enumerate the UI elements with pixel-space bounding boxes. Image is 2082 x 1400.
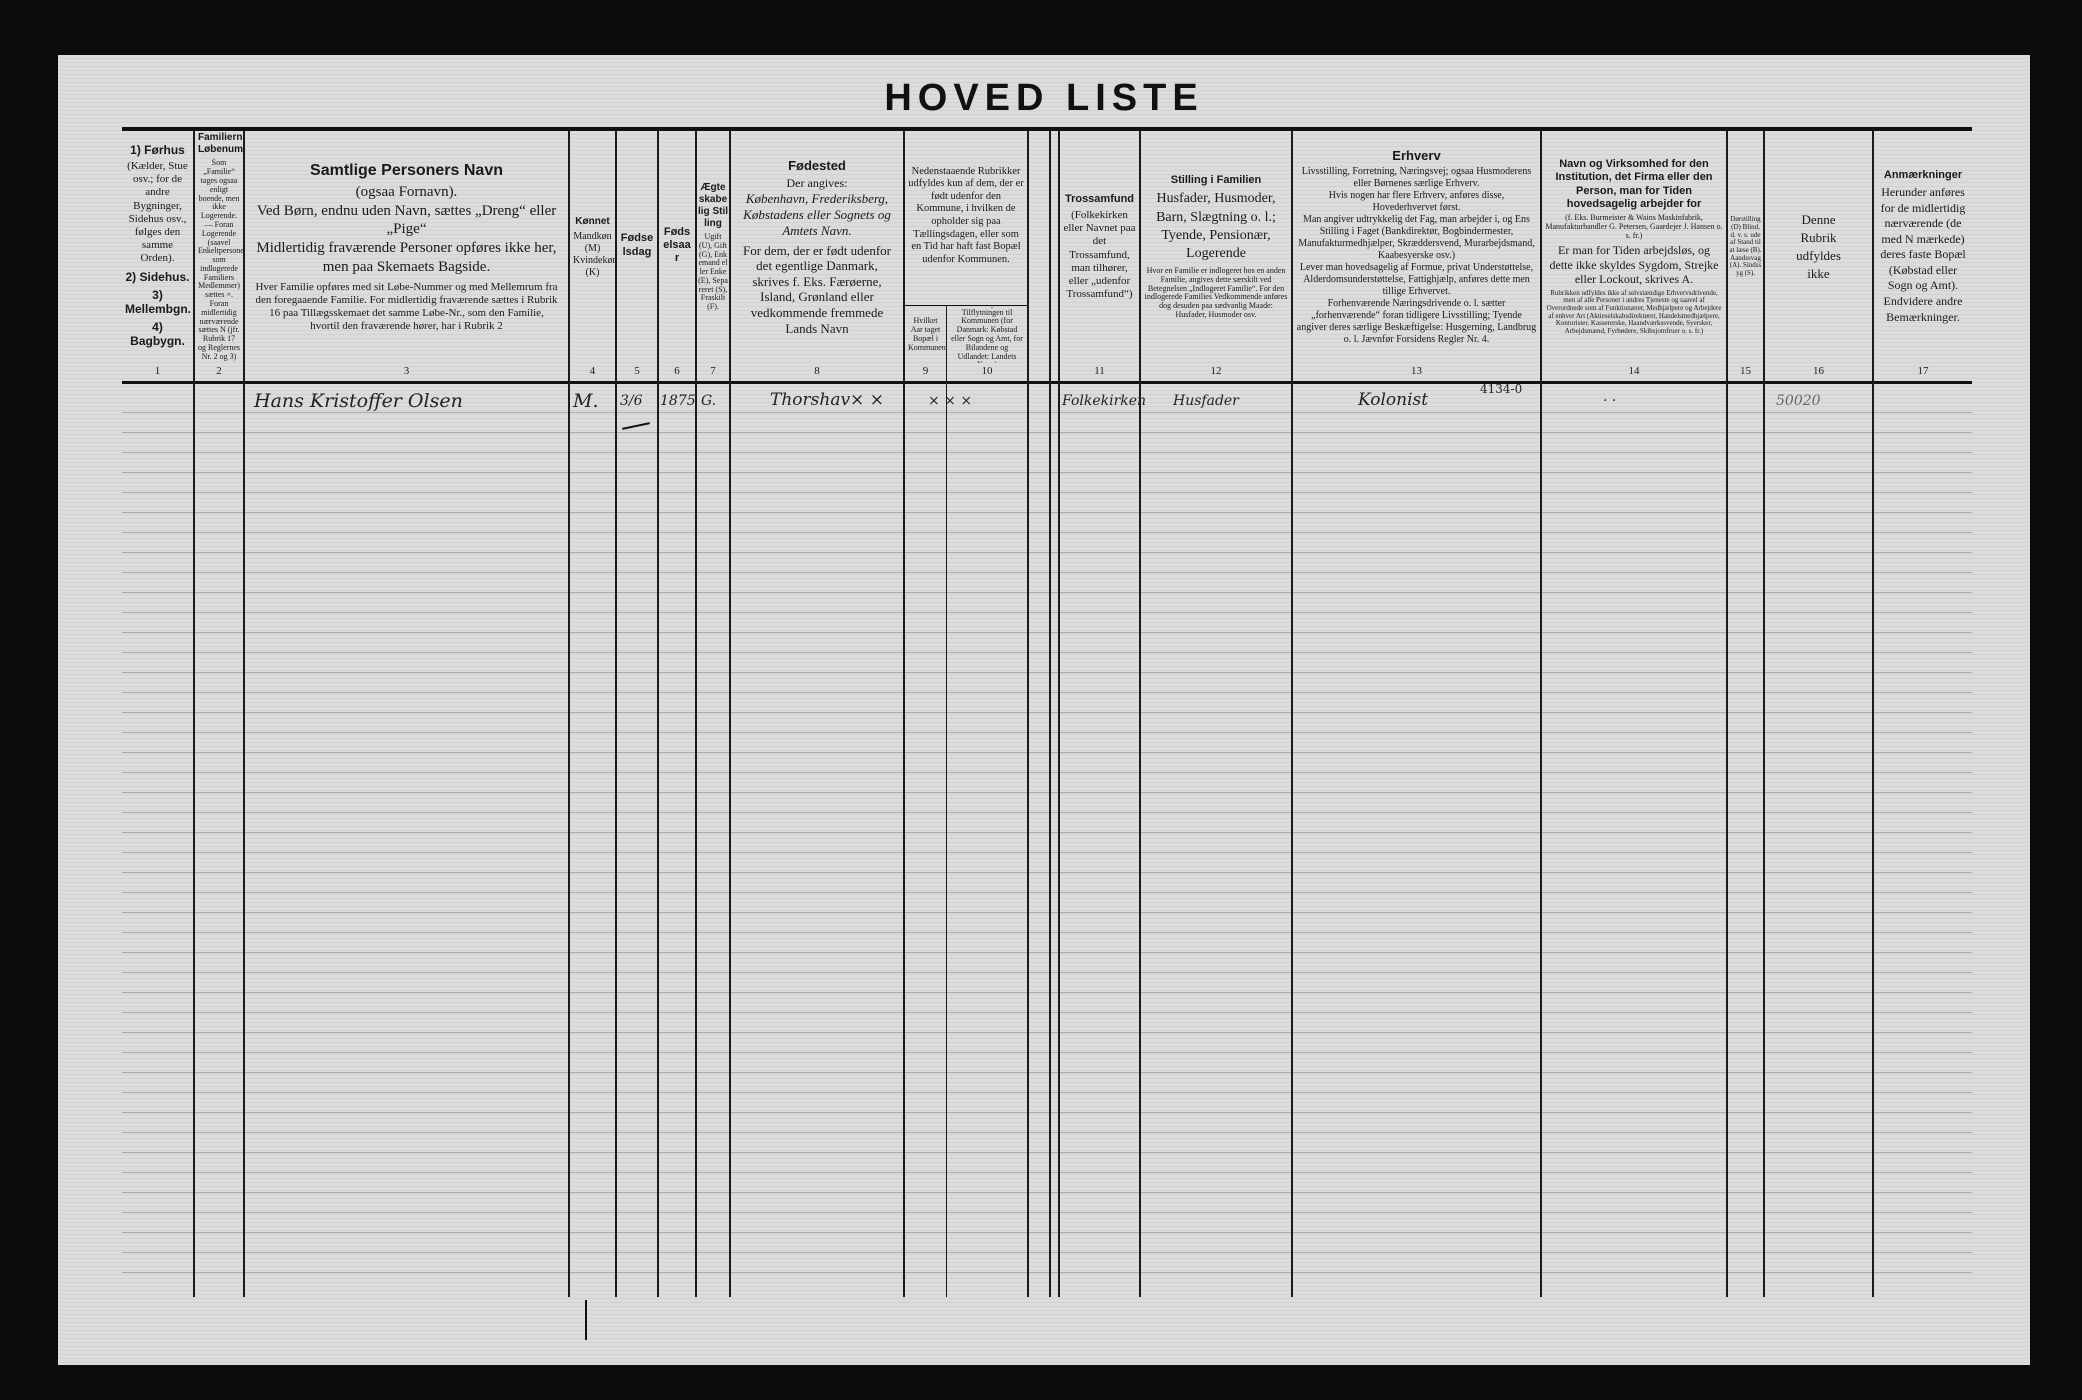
col-number: 1 bbox=[154, 365, 161, 377]
header-col-10: Sidste Bopæl før Tilflytningen til Kommu… bbox=[951, 307, 1023, 363]
column-divider bbox=[729, 131, 731, 1297]
col-number: 12 bbox=[1210, 365, 1222, 377]
column-divider bbox=[657, 131, 659, 1297]
entry-birth-year: 1875 bbox=[660, 393, 696, 409]
entry-family-position: Husfader bbox=[1173, 393, 1239, 409]
col-number: 6 bbox=[674, 365, 680, 377]
header-col-4: Kønnet Mandkøn (M) Kvindekøn (K) bbox=[573, 215, 615, 278]
header-col-11: Trossamfund (Folkekirken eller Navnet pa… bbox=[1063, 192, 1136, 301]
header-col-2: Familiernes Løbenumre Som „Familie“ tage… bbox=[198, 132, 243, 361]
column-divider bbox=[1872, 131, 1874, 1297]
column-divider bbox=[1058, 131, 1060, 1297]
col-number: 7 bbox=[710, 365, 716, 377]
col-number: 17 bbox=[1917, 365, 1929, 377]
header-col-9-10-group: Nedenstaaende Rubrikker udfyldes kun af … bbox=[908, 165, 1024, 265]
form-title: HOVED LISTE bbox=[884, 77, 1204, 119]
entry-col14: · · bbox=[1603, 393, 1617, 409]
col-number: 11 bbox=[1094, 365, 1105, 377]
entry-birth-day: 3/6 bbox=[620, 393, 643, 409]
col-number: 10 bbox=[981, 365, 993, 377]
entry-rows bbox=[122, 393, 1972, 1291]
col-number: 4 bbox=[589, 365, 596, 377]
entry-marital-status: G. bbox=[701, 393, 717, 409]
header-bottom-rule bbox=[122, 381, 1972, 384]
column-divider bbox=[1540, 131, 1542, 1297]
header-col-16: Denne Rubrik udfyldes ikke bbox=[1796, 211, 1841, 282]
col-number: 5 bbox=[634, 365, 640, 377]
column-divider bbox=[1027, 131, 1029, 1297]
column-divider bbox=[243, 131, 245, 1297]
header-col-14: Navn og Virksomhed for den Institution, … bbox=[1545, 158, 1723, 336]
header-col-5: Fødselsdag bbox=[620, 232, 654, 258]
column-divider bbox=[946, 305, 947, 1297]
col-number: 14 bbox=[1628, 365, 1640, 377]
col-number: 2 bbox=[216, 365, 222, 377]
header-col-7: Ægteskabelig Stilling Ugift (U), Gift (G… bbox=[698, 181, 728, 312]
col-number: 3 bbox=[403, 365, 410, 377]
header-col-9: Hvilket Aar taget Bopæl i Kommunen bbox=[908, 316, 946, 352]
col9-10-split-rule bbox=[903, 305, 1027, 306]
column-divider bbox=[568, 131, 570, 1297]
column-divider bbox=[1763, 131, 1765, 1297]
column-divider bbox=[1726, 131, 1728, 1297]
col-number: 13 bbox=[1411, 365, 1422, 377]
col-number: 15 bbox=[1740, 365, 1751, 377]
pen-stroke bbox=[585, 1300, 587, 1340]
entry-birthplace: Thorshav× × bbox=[770, 390, 884, 410]
entry-occupation-code: 4134-0 bbox=[1480, 382, 1523, 396]
entry-col16: 50020 bbox=[1776, 393, 1821, 409]
entry-sex: M. bbox=[573, 390, 599, 412]
col-number: 9 bbox=[922, 365, 929, 377]
header-col-6: Fødselsaar bbox=[663, 225, 691, 265]
header-col-13: Erhverv Livsstilling, Forretning, Næring… bbox=[1296, 147, 1537, 346]
header-col-8: Fødested Der angives: København, Frederi… bbox=[742, 157, 891, 336]
column-divider bbox=[615, 131, 617, 1297]
col-number: 16 bbox=[1813, 365, 1824, 377]
header-col-15: Dørstilling (D) Blind, d. v. s. ude af S… bbox=[1729, 215, 1762, 278]
column-divider bbox=[1139, 131, 1141, 1297]
entry-name: Hans Kristoffer Olsen bbox=[254, 390, 463, 412]
entry-religion: Folkekirken bbox=[1062, 393, 1147, 409]
entry-col10: × × × bbox=[928, 393, 973, 409]
header-col-17: Anmærkninger Herunder anføres for de mid… bbox=[1880, 168, 1966, 324]
census-form-sheet: HOVED LISTE 1) Førhus (Kælder, Stue osv.… bbox=[58, 55, 2030, 1365]
header-col-1: 1) Førhus (Kælder, Stue osv.; for de and… bbox=[125, 142, 192, 349]
column-divider bbox=[903, 131, 905, 1297]
entry-occupation: Kolonist bbox=[1358, 390, 1429, 410]
header-col-12: Stilling i Familien Husfader, Husmoder, … bbox=[1144, 174, 1288, 320]
column-divider bbox=[193, 131, 195, 1297]
col-number: 8 bbox=[814, 365, 820, 377]
column-divider bbox=[1049, 131, 1051, 1297]
column-divider bbox=[695, 131, 697, 1297]
column-divider bbox=[1291, 131, 1293, 1297]
header-col-3: Samtlige Personers Navn (ogsaa Fornavn).… bbox=[255, 161, 558, 333]
header-top-rule bbox=[122, 127, 1972, 131]
